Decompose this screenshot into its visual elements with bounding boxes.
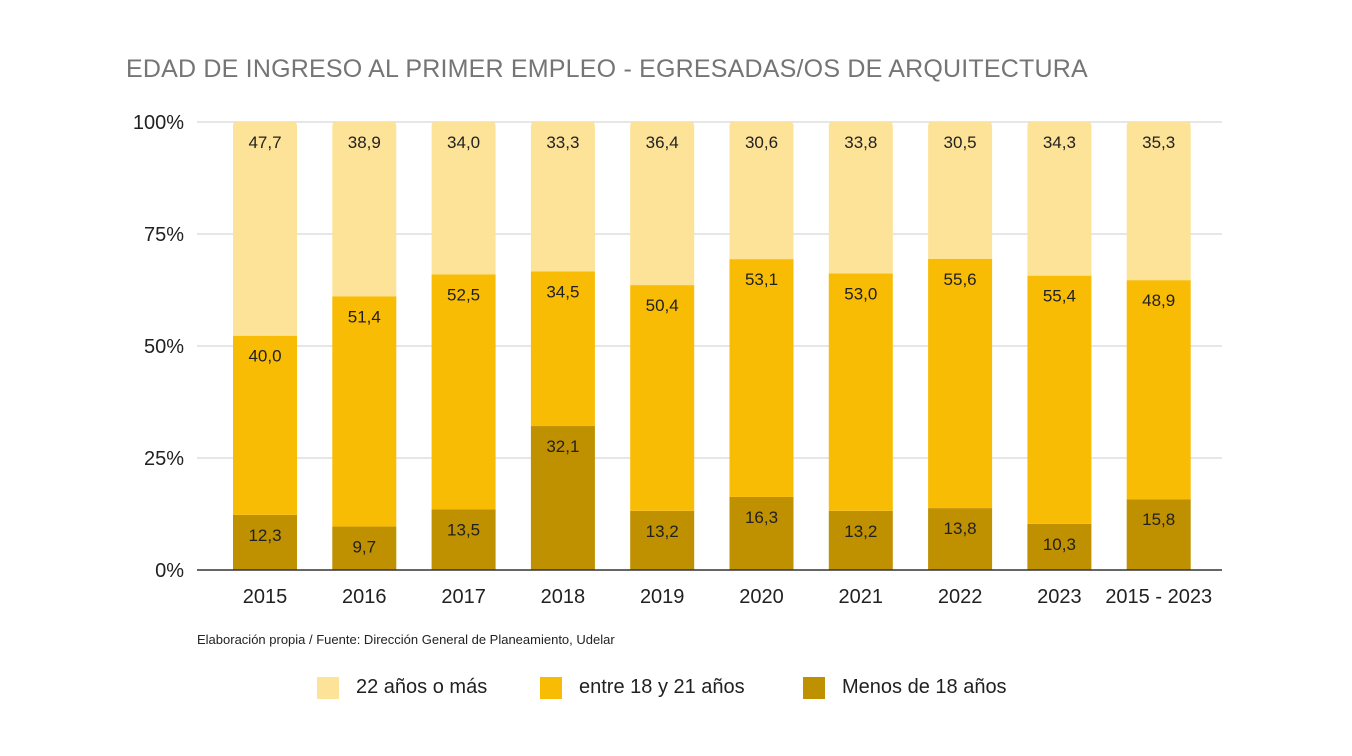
y-tick-label: 100%: [133, 112, 184, 134]
source-note: Elaboración propia / Fuente: Dirección G…: [197, 632, 615, 647]
data-label: 48,9: [1142, 291, 1175, 310]
data-label: 55,4: [1043, 287, 1076, 306]
bar-segment: [431, 274, 496, 510]
x-tick-label: 2022: [938, 586, 983, 608]
legend-label-under-18: Menos de 18 años: [842, 676, 1007, 698]
bar-segment: [233, 514, 297, 570]
x-tick-label: 2017: [441, 586, 486, 608]
bar-segment: [530, 271, 595, 427]
bar-segment: [630, 510, 695, 570]
bar-segment: [630, 285, 695, 511]
x-tick-label: 2016: [342, 586, 387, 608]
data-label: 34,3: [1043, 133, 1076, 152]
data-label: 36,4: [646, 133, 679, 152]
data-label: 32,1: [546, 437, 579, 456]
bar-segment: [928, 258, 993, 509]
legend-item-22-plus: 22 años o más: [317, 676, 487, 699]
legend-item-18-21: entre 18 y 21 años: [540, 676, 745, 699]
data-label: 13,8: [944, 519, 977, 538]
data-label: 53,0: [844, 284, 877, 303]
x-tick-label: 2018: [541, 586, 586, 608]
data-label: 53,1: [745, 270, 778, 289]
bar-segment: [332, 296, 397, 527]
x-tick-label: 2021: [839, 586, 884, 608]
legend-label-18-21: entre 18 y 21 años: [579, 676, 745, 698]
data-label: 38,9: [348, 133, 381, 152]
data-label: 55,6: [944, 270, 977, 289]
data-label: 12,3: [248, 526, 281, 545]
legend-swatch-22-plus: [317, 676, 339, 699]
legend-label-22-plus: 22 años o más: [356, 676, 488, 698]
legend-item-under-18: Menos de 18 años: [803, 676, 1007, 699]
data-labels: 12,3 40,0 47,7 9,7 51,4 38,9 13,5 52,5 34,0 32,1 3…: [248, 133, 1175, 557]
bar-segment: [1027, 122, 1092, 276]
x-tick-label: 2015 - 2023: [1105, 586, 1212, 608]
data-label: 34,0: [447, 133, 480, 152]
data-label: 9,7: [352, 538, 376, 557]
data-label: 15,8: [1142, 510, 1175, 529]
data-label: 52,5: [447, 285, 480, 304]
y-tick-label: 0%: [155, 560, 184, 582]
bar-segment: [630, 122, 695, 286]
y-tick-label: 25%: [144, 448, 184, 470]
bar-segment: [828, 273, 893, 511]
bar-segment: [530, 426, 595, 570]
bar-segment: [928, 122, 993, 259]
bar-segment: [729, 259, 794, 497]
data-label: 35,3: [1142, 133, 1175, 152]
data-label: 33,3: [546, 133, 579, 152]
chart-title: EDAD DE INGRESO AL PRIMER EMPLEO - EGRES…: [126, 55, 1088, 83]
legend-swatch-under-18: [803, 676, 825, 699]
x-tick-label: 2015: [243, 586, 288, 608]
y-tick-label: 75%: [144, 224, 184, 246]
bar-segment: [729, 122, 794, 260]
x-tick-label: 2023: [1037, 586, 1082, 608]
bar-segment: [233, 335, 297, 515]
bar-segment: [729, 496, 794, 570]
data-label: 30,5: [944, 133, 977, 152]
data-label: 34,5: [546, 282, 579, 301]
legend-swatch-18-21: [540, 676, 562, 699]
data-label: 13,5: [447, 521, 480, 540]
bar-segment: [828, 510, 893, 570]
bar-segment: [530, 122, 595, 272]
data-label: 13,2: [844, 522, 877, 541]
data-label: 13,2: [646, 522, 679, 541]
axes: 0% 25% 50% 75% 100% 2015 2016 2017 2018 2019 2020 2…: [133, 112, 1222, 608]
bars: [233, 122, 1191, 570]
bar-segment: [928, 508, 993, 570]
data-label: 16,3: [745, 508, 778, 527]
bar-segment: [332, 526, 397, 570]
bar-segment: [1126, 280, 1191, 500]
data-label: 50,4: [646, 296, 679, 315]
x-tick-label: 2019: [640, 586, 685, 608]
data-label: 33,8: [844, 133, 877, 152]
x-tick-label: 2020: [739, 586, 784, 608]
data-label: 47,7: [248, 133, 281, 152]
data-label: 51,4: [348, 307, 381, 326]
data-label: 30,6: [745, 133, 778, 152]
data-label: 40,0: [248, 347, 281, 366]
bar-segment: [1027, 523, 1092, 570]
bar-segment: [431, 122, 496, 275]
bar-segment: [233, 122, 297, 336]
bar-segment: [332, 122, 397, 297]
bar-segment: [1126, 499, 1191, 570]
bar-segment: [828, 122, 893, 274]
bar-segment: [1027, 275, 1092, 524]
bar-segment: [1126, 122, 1191, 281]
data-label: 10,3: [1043, 535, 1076, 554]
y-tick-label: 50%: [144, 336, 184, 358]
legend: 22 años o más entre 18 y 21 años Menos d…: [0, 676, 1352, 706]
bar-segment: [431, 509, 496, 570]
